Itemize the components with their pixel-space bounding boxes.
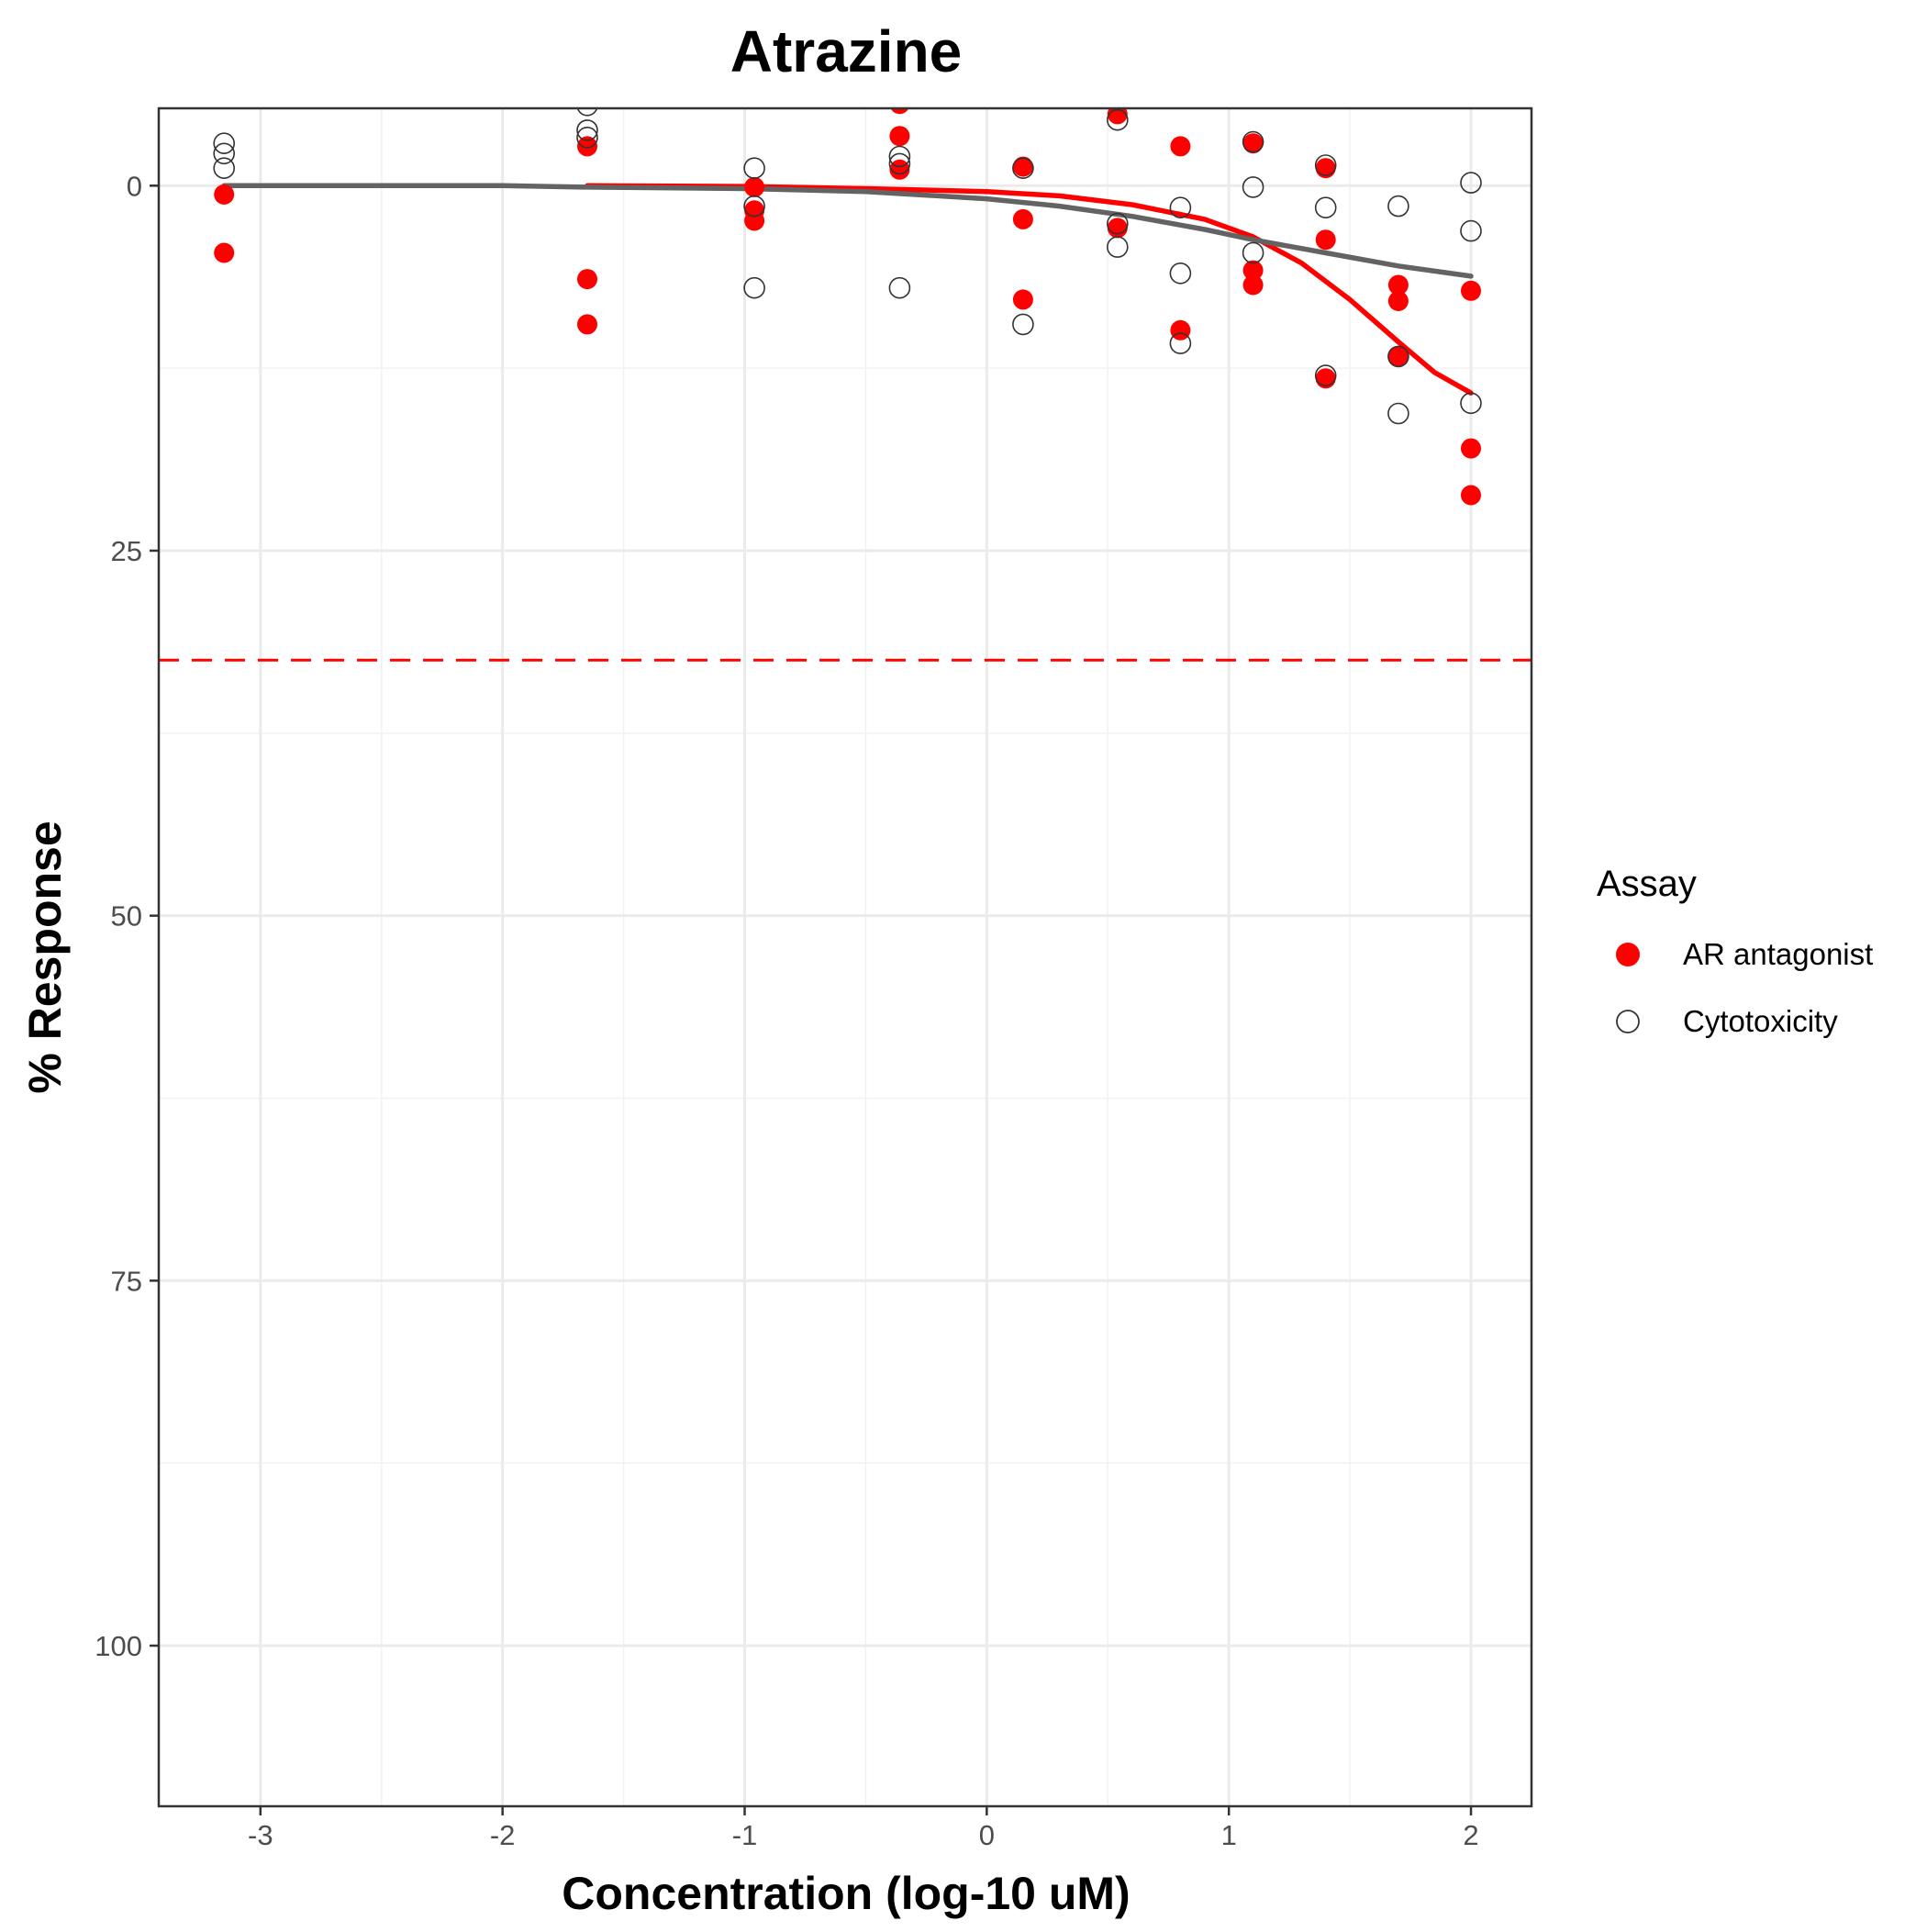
data-point-cytotoxicity [888, 152, 911, 175]
data-point-cytotoxicity [576, 127, 598, 149]
data-point-ar-antagonist [1242, 274, 1264, 296]
grid-layer [159, 108, 1532, 1806]
data-point-ar-antagonist [214, 242, 235, 263]
data-point-ar-antagonist [214, 184, 235, 205]
x-axis-title: Concentration (log-10 uM) [562, 1868, 1130, 1919]
data-point-cytotoxicity [1387, 345, 1409, 368]
data-point-cytotoxicity [1387, 402, 1409, 425]
data-point-ar-antagonist [1170, 319, 1191, 341]
data-point-ar-antagonist [744, 176, 765, 197]
data-point-cytotoxicity [1242, 176, 1264, 198]
data-point-cytotoxicity [1460, 219, 1482, 242]
data-point-cytotoxicity [1387, 195, 1409, 218]
data-point-ar-antagonist [890, 108, 909, 115]
y-tick-label: 50 [111, 900, 142, 932]
data-point-ar-antagonist [1170, 136, 1191, 157]
data-point-cytotoxicity [576, 119, 598, 141]
legend-label-cytotoxicity: Cytotoxicity [1683, 1004, 1838, 1038]
data-point-ar-antagonist [1107, 218, 1128, 239]
x-tick-label: -2 [490, 1819, 516, 1851]
data-point-cytotoxicity [1242, 130, 1264, 153]
panel-border [157, 106, 1533, 1808]
y-tick-label: 0 [127, 170, 142, 202]
data-point-ar-antagonist [1387, 291, 1409, 311]
fit-curve-ar-antagonist [585, 183, 1474, 396]
data-point-cytotoxicity [1314, 154, 1337, 176]
x-tick-label: 1 [1221, 1819, 1237, 1851]
data-point-cytotoxicity [213, 142, 235, 165]
data-point-cytotoxicity [888, 276, 911, 299]
data-point-cytotoxicity [1107, 236, 1129, 258]
x-axis: -3 -2 -1 0 1 2 [248, 1806, 1479, 1851]
curve-layer [221, 183, 1474, 396]
data-point-cytotoxicity [743, 195, 765, 218]
x-tick-label: 0 [979, 1819, 995, 1851]
data-point-cytotoxicity [1169, 196, 1192, 218]
data-point-cytotoxicity [1012, 313, 1034, 336]
y-tick-label: 100 [95, 1630, 142, 1662]
data-point-cytotoxicity [1012, 157, 1034, 179]
data-point-cytotoxicity [1169, 332, 1192, 354]
data-point-ar-antagonist [1461, 485, 1481, 506]
x-tick-label: -3 [248, 1819, 273, 1851]
y-axis: 0 25 50 75 100 [95, 170, 159, 1662]
data-point-ar-antagonist [577, 136, 597, 157]
data-point-ar-antagonist [889, 126, 910, 147]
data-point-ar-antagonist [889, 159, 910, 180]
data-point-cytotoxicity [1460, 392, 1482, 415]
legend-title: Assay [1597, 864, 1697, 904]
data-point-ar-antagonist [1107, 108, 1128, 125]
legend: Assay AR antagonist Cytotoxicity [1597, 864, 1873, 1038]
data-point-ar-antagonist [1387, 274, 1409, 296]
data-point-cytotoxicity [213, 132, 235, 154]
data-point-cytotoxicity [1169, 262, 1192, 285]
data-point-cytotoxicity [1460, 172, 1482, 194]
data-point-cytotoxicity [576, 108, 598, 117]
data-point-ar-antagonist [1242, 260, 1264, 281]
data-point-ar-antagonist [1012, 156, 1033, 177]
point-layer [213, 108, 1482, 506]
data-point-cytotoxicity [1107, 212, 1129, 235]
data-point-ar-antagonist [1315, 229, 1336, 251]
data-point-ar-antagonist [1242, 133, 1264, 154]
legend-key-ar-antagonist [1616, 943, 1640, 966]
data-point-ar-antagonist [577, 269, 597, 290]
data-point-cytotoxicity [743, 157, 765, 179]
data-point-ar-antagonist [1012, 208, 1033, 229]
x-tick-label: -1 [732, 1819, 758, 1851]
data-point-cytotoxicity [743, 276, 765, 299]
data-point-cytotoxicity [213, 157, 235, 179]
legend-key-cytotoxicity [1616, 1010, 1640, 1033]
data-point-cytotoxicity [1314, 196, 1337, 218]
chart-title: Atrazine [730, 18, 963, 84]
data-point-ar-antagonist [1012, 289, 1033, 310]
data-point-cytotoxicity [1314, 364, 1337, 386]
data-point-ar-antagonist [577, 314, 597, 335]
y-tick-label: 25 [111, 535, 142, 567]
y-axis-title: % Response [19, 821, 71, 1093]
data-point-ar-antagonist [1461, 280, 1481, 301]
data-point-cytotoxicity [888, 145, 911, 168]
fit-curve-cytotoxicity [221, 183, 1474, 279]
legend-label-ar-antagonist: AR antagonist [1683, 937, 1873, 971]
data-point-cytotoxicity [1107, 108, 1129, 131]
data-point-ar-antagonist [1387, 346, 1409, 367]
data-point-cytotoxicity [1242, 241, 1264, 264]
x-tick-label: 2 [1463, 1819, 1478, 1851]
y-tick-label: 75 [111, 1265, 142, 1297]
data-point-ar-antagonist [1461, 438, 1481, 459]
